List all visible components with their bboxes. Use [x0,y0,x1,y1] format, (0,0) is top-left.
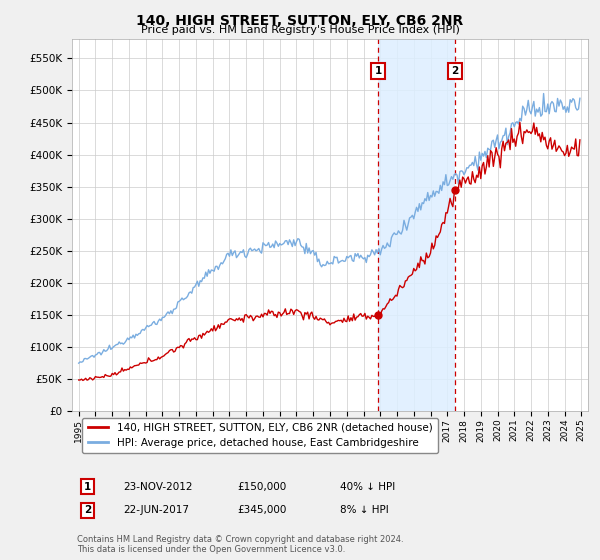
Text: Price paid vs. HM Land Registry's House Price Index (HPI): Price paid vs. HM Land Registry's House … [140,25,460,35]
Text: Contains HM Land Registry data © Crown copyright and database right 2024.
This d: Contains HM Land Registry data © Crown c… [77,535,404,554]
Bar [378,39,455,411]
Text: 1: 1 [374,66,382,76]
Text: 23-NOV-2012: 23-NOV-2012 [124,482,193,492]
Text: 2: 2 [84,505,91,515]
Text: 140, HIGH STREET, SUTTON, ELY, CB6 2NR: 140, HIGH STREET, SUTTON, ELY, CB6 2NR [136,14,464,28]
Text: £345,000: £345,000 [237,505,286,515]
Text: 2: 2 [451,66,458,76]
Text: 40% ↓ HPI: 40% ↓ HPI [340,482,395,492]
Text: 8% ↓ HPI: 8% ↓ HPI [340,505,389,515]
Legend: 140, HIGH STREET, SUTTON, ELY, CB6 2NR (detached house), HPI: Average price, det: 140, HIGH STREET, SUTTON, ELY, CB6 2NR (… [82,418,438,453]
Text: 1: 1 [84,482,91,492]
Text: £150,000: £150,000 [237,482,286,492]
Text: 22-JUN-2017: 22-JUN-2017 [124,505,190,515]
